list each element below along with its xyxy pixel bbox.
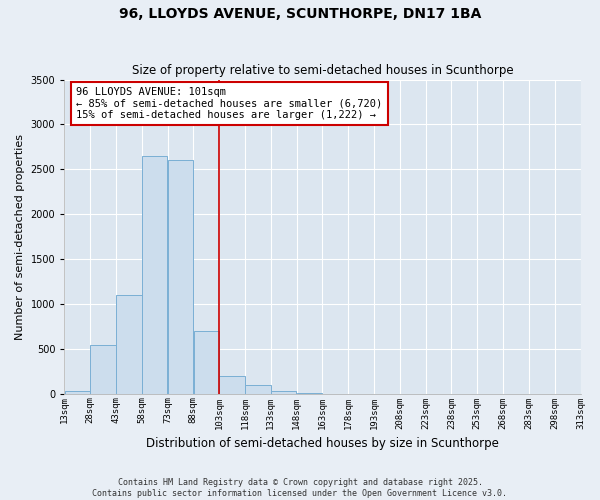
Bar (220, 376, 245, 394)
Bar (194, 331, 219, 394)
Title: Size of property relative to semi-detached houses in Scunthorpe: Size of property relative to semi-detach… (131, 64, 513, 77)
Text: 96, LLOYDS AVENUE, SCUNTHORPE, DN17 1BA: 96, LLOYDS AVENUE, SCUNTHORPE, DN17 1BA (119, 8, 481, 22)
Text: Contains HM Land Registry data © Crown copyright and database right 2025.
Contai: Contains HM Land Registry data © Crown c… (92, 478, 508, 498)
Bar (91, 345, 116, 394)
X-axis label: Distribution of semi-detached houses by size in Scunthorpe: Distribution of semi-detached houses by … (146, 437, 499, 450)
Bar (271, 391, 296, 394)
Text: 96 LLOYDS AVENUE: 101sqm
← 85% of semi-detached houses are smaller (6,720)
15% o: 96 LLOYDS AVENUE: 101sqm ← 85% of semi-d… (76, 86, 383, 120)
Bar (168, 160, 193, 394)
Y-axis label: Number of semi-detached properties: Number of semi-detached properties (15, 134, 25, 340)
Bar (65, 392, 90, 394)
Bar (142, 156, 167, 394)
Bar (116, 295, 142, 394)
Bar (245, 384, 271, 394)
